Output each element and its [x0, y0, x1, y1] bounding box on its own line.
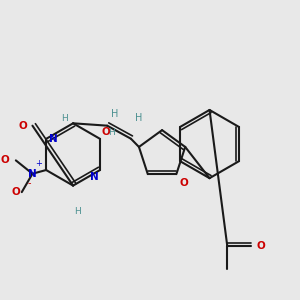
- Text: H: H: [61, 114, 68, 123]
- Text: H: H: [108, 128, 115, 137]
- Text: H: H: [135, 113, 142, 123]
- Text: H: H: [111, 109, 118, 119]
- Text: O: O: [18, 121, 27, 131]
- Text: O: O: [256, 242, 265, 251]
- Text: -: -: [27, 178, 31, 188]
- Text: H: H: [74, 207, 81, 216]
- Text: O: O: [11, 187, 20, 197]
- Text: N: N: [28, 169, 37, 179]
- Text: N: N: [90, 172, 99, 182]
- Text: O: O: [1, 155, 9, 165]
- Text: O: O: [180, 178, 189, 188]
- Text: N: N: [49, 134, 58, 144]
- Text: O: O: [101, 127, 110, 136]
- Text: +: +: [35, 159, 42, 168]
